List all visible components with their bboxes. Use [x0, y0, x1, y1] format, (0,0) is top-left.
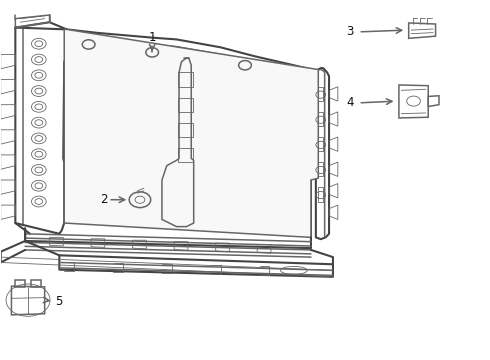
Text: 3: 3	[346, 26, 353, 39]
Text: 5: 5	[55, 295, 63, 308]
Text: 1: 1	[148, 31, 156, 44]
Text: 4: 4	[346, 96, 353, 109]
Polygon shape	[64, 30, 318, 237]
Text: 2: 2	[99, 193, 107, 206]
